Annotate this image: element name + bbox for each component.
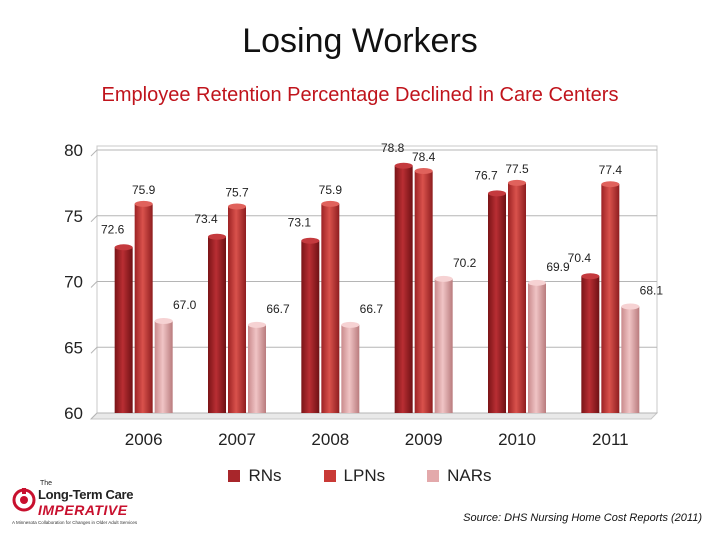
- bar-lpns-2006: [134, 203, 153, 413]
- data-label: 78.8: [381, 141, 405, 155]
- chart-legend: RNs LPNs NARs: [0, 466, 720, 486]
- bar-top-lpns-2006: [134, 200, 153, 207]
- gridline-depth: [90, 346, 98, 354]
- bar-top-nars-2008: [341, 321, 360, 328]
- bar-top-rns-2006: [114, 244, 133, 251]
- plot-area: [96, 145, 658, 414]
- y-tick-label: 60: [64, 404, 83, 423]
- bar-lpns-2011: [601, 184, 620, 413]
- bar-chart: 60 65 70 75 80 72.6 75.9 67.0 2006 73.4 75.7 66.7 20…: [64, 141, 664, 449]
- source-note: Source: DHS Nursing Home Cost Reports (2…: [463, 512, 702, 524]
- data-label: 66.7: [360, 302, 384, 316]
- legend-item-nars: NARs: [427, 466, 492, 486]
- x-tick-label: 2011: [592, 430, 629, 449]
- bar-lpns-2009: [414, 171, 433, 413]
- legend-label-rns: RNs: [248, 466, 282, 485]
- bar-top-lpns-2011: [601, 181, 620, 188]
- gridline-depth: [90, 215, 98, 223]
- plot-floor: [89, 412, 659, 420]
- bar-rns-2008: [301, 240, 320, 413]
- legend-label-lpns: LPNs: [343, 466, 386, 485]
- x-tick-label: 2009: [405, 430, 443, 449]
- x-tick-label: 2006: [125, 430, 163, 449]
- bar-lpns-2008: [321, 203, 340, 413]
- gridline-depth: [90, 149, 98, 157]
- bar-nars-2010: [528, 282, 546, 413]
- data-label: 68.1: [640, 283, 664, 297]
- y-tick-label: 75: [64, 207, 83, 226]
- data-label: 75.9: [132, 183, 156, 197]
- bar-top-rns-2008: [301, 237, 320, 244]
- bar-rns-2010: [488, 193, 506, 413]
- logo-name-line1: Long-Term Care: [38, 487, 134, 502]
- bar-nars-2011: [621, 306, 640, 413]
- data-label: 77.4: [599, 163, 623, 177]
- bar-nars-2006: [154, 320, 173, 413]
- y-tick-label: 70: [64, 273, 83, 292]
- x-tick-label: 2010: [498, 430, 536, 449]
- bar-rns-2007: [208, 236, 226, 413]
- bar-lpns-2010: [508, 182, 526, 413]
- page-title: Losing Workers: [242, 22, 478, 60]
- bar-top-rns-2009: [394, 162, 413, 169]
- legend-swatch-lpns: [323, 470, 336, 482]
- bar-top-nars-2010: [528, 279, 546, 286]
- chart-subtitle: Employee Retention Percentage Declined i…: [101, 84, 619, 106]
- bar-top-nars-2007: [248, 321, 266, 328]
- data-label: 72.6: [101, 222, 125, 236]
- bar-top-nars-2006: [154, 317, 173, 324]
- bar-rns-2006: [114, 247, 133, 413]
- legend-swatch-rns: [228, 470, 241, 482]
- x-tick-label: 2008: [311, 430, 349, 449]
- legend-swatch-nars: [427, 470, 440, 482]
- y-tick-label: 65: [64, 338, 83, 357]
- y-tick-label: 80: [64, 141, 83, 160]
- bar-top-lpns-2008: [321, 200, 340, 207]
- data-label: 70.2: [453, 256, 477, 270]
- gridline-depth: [90, 412, 98, 420]
- bar-top-nars-2009: [434, 275, 453, 282]
- bar-top-lpns-2007: [228, 203, 246, 210]
- data-label: 73.1: [288, 216, 312, 230]
- data-label: 70.4: [568, 251, 592, 265]
- legend-item-rns: RNs: [228, 466, 282, 486]
- data-label: 66.7: [266, 302, 290, 316]
- data-label: 77.5: [505, 162, 529, 176]
- bar-rns-2009: [394, 165, 413, 413]
- bar-top-rns-2010: [488, 190, 506, 197]
- logo-emblem-icon: [12, 488, 36, 512]
- bar-top-rns-2011: [581, 273, 600, 280]
- x-tick-label: 2007: [218, 430, 256, 449]
- data-label: 73.4: [194, 212, 218, 226]
- data-label: 75.9: [319, 183, 343, 197]
- organization-logo: The Long-Term Care IMPERATIVE A Minnesot…: [12, 480, 142, 530]
- bar-nars-2009: [434, 278, 453, 413]
- logo-the: The: [40, 480, 53, 487]
- data-label: 75.7: [225, 186, 249, 200]
- bar-nars-2008: [341, 324, 360, 413]
- data-label: 76.7: [474, 168, 498, 182]
- gridline-depth: [90, 281, 98, 288]
- bar-top-nars-2011: [621, 303, 640, 310]
- data-label: 78.4: [412, 150, 436, 164]
- bar-nars-2007: [248, 324, 266, 413]
- bar-top-lpns-2009: [414, 168, 433, 175]
- logo-tagline: A Minnesota Collaboration for Changes in…: [12, 520, 138, 525]
- bar-lpns-2007: [228, 206, 246, 413]
- bar-top-rns-2007: [208, 233, 226, 240]
- legend-item-lpns: LPNs: [323, 466, 386, 486]
- legend-label-nars: NARs: [447, 466, 492, 485]
- data-label: 67.0: [173, 298, 197, 312]
- data-label: 69.9: [546, 260, 570, 274]
- bar-rns-2011: [581, 276, 600, 413]
- bar-top-lpns-2010: [508, 179, 526, 186]
- logo-name-line2: IMPERATIVE: [38, 502, 128, 518]
